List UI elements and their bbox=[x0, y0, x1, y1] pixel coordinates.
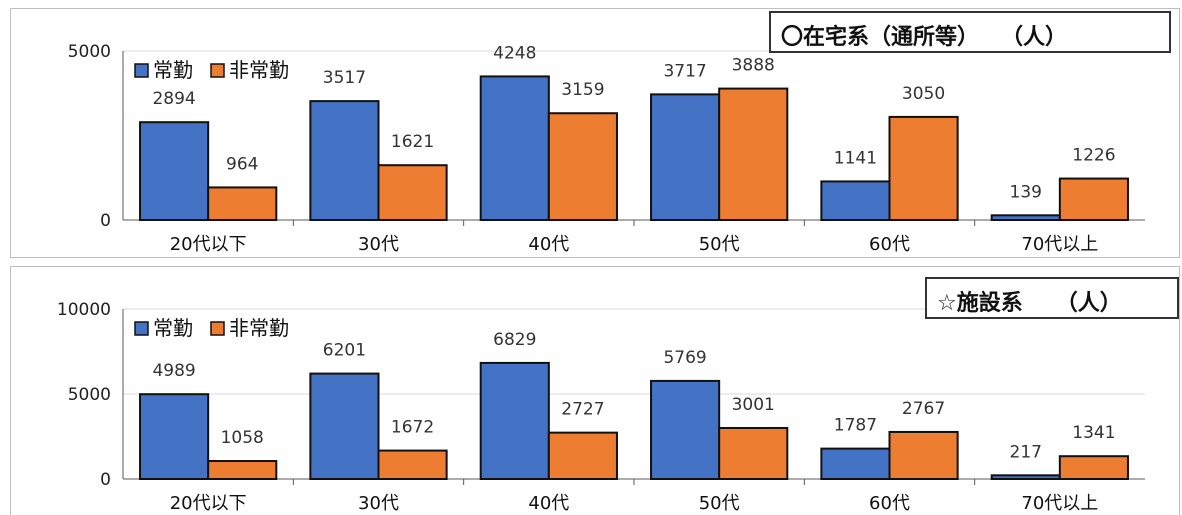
bar-nonregular bbox=[207, 186, 278, 221]
legend-label-regular: 常勤 bbox=[153, 316, 193, 340]
chart-panel-home-care: 0 5000 20代以下 2894 964 30代 3517 1621 40代 4248 3159 5… bbox=[10, 8, 1180, 258]
chart-title-facility: ☆施設系 （人） bbox=[925, 277, 1179, 319]
x-tick-label: 40代 bbox=[528, 234, 569, 255]
bar-nonregular bbox=[718, 426, 789, 480]
data-label: 1141 bbox=[834, 148, 877, 168]
data-label: 4989 bbox=[152, 361, 195, 381]
x-tick-label: 20代以下 bbox=[170, 493, 247, 514]
bar-regular bbox=[990, 214, 1061, 222]
chart-title-home-care: 〇在宅系（通所等） （人） bbox=[769, 11, 1171, 53]
data-label: 3717 bbox=[663, 61, 706, 81]
data-label: 5769 bbox=[663, 348, 706, 368]
data-label: 2894 bbox=[152, 89, 195, 109]
data-label: 217 bbox=[1010, 442, 1042, 462]
legend-label-regular: 常勤 bbox=[153, 58, 193, 82]
bar-regular bbox=[479, 75, 550, 221]
bar-nonregular bbox=[1058, 455, 1129, 481]
bar-regular bbox=[139, 121, 210, 221]
x-tick-label: 50代 bbox=[699, 493, 740, 514]
bar-regular bbox=[820, 180, 891, 222]
data-label: 3050 bbox=[902, 84, 945, 104]
bar-nonregular bbox=[718, 87, 789, 221]
chart-facility: 0 5000 10000 20代以下 4989 1058 30代 6201 1672 40代 682… bbox=[57, 300, 1145, 514]
x-tick-label: 70代以上 bbox=[1021, 493, 1098, 514]
bar-nonregular bbox=[888, 115, 959, 221]
legend-swatch-regular bbox=[134, 321, 149, 336]
x-tick-label: 70代以上 bbox=[1021, 234, 1098, 255]
x-tick-label: 50代 bbox=[699, 234, 740, 255]
bar-regular bbox=[139, 393, 210, 480]
y-tick-label: 0 bbox=[100, 470, 111, 490]
legend-label-nonregular: 非常勤 bbox=[229, 58, 289, 82]
y-tick-label: 0 bbox=[100, 211, 111, 231]
x-tick-label: 60代 bbox=[869, 234, 910, 255]
data-label: 964 bbox=[226, 154, 258, 174]
data-label: 1226 bbox=[1072, 146, 1115, 166]
bar-regular bbox=[650, 93, 721, 221]
bar-regular bbox=[820, 447, 891, 481]
data-label: 6201 bbox=[323, 341, 366, 361]
data-label: 3159 bbox=[561, 80, 604, 100]
y-tick-label: 5000 bbox=[68, 385, 111, 405]
data-label: 4248 bbox=[493, 43, 536, 63]
x-tick-label: 20代以下 bbox=[170, 234, 247, 255]
bar-regular bbox=[990, 474, 1061, 481]
chart-home-care: 0 5000 20代以下 2894 964 30代 3517 1621 40代 4248 3159 5… bbox=[68, 42, 1145, 255]
x-tick-label: 30代 bbox=[358, 234, 399, 255]
x-tick-label: 40代 bbox=[528, 493, 569, 514]
legend-swatch-regular bbox=[134, 63, 149, 78]
data-label: 3888 bbox=[732, 56, 775, 76]
bar-regular bbox=[479, 361, 550, 480]
bar-nonregular bbox=[888, 430, 959, 480]
data-label: 139 bbox=[1010, 182, 1042, 202]
data-label: 2767 bbox=[902, 399, 945, 419]
bar-regular bbox=[309, 100, 380, 221]
x-tick-label: 60代 bbox=[869, 493, 910, 514]
bar-nonregular bbox=[547, 431, 618, 481]
bar-regular bbox=[309, 372, 380, 480]
x-tick-label: 30代 bbox=[358, 493, 399, 514]
data-label: 6829 bbox=[493, 330, 536, 350]
data-label: 2727 bbox=[561, 400, 604, 420]
y-tick-label: 5000 bbox=[68, 42, 111, 62]
data-label: 3517 bbox=[323, 68, 366, 88]
data-label: 1787 bbox=[834, 416, 877, 436]
bar-nonregular bbox=[1058, 177, 1129, 222]
data-label: 3001 bbox=[732, 395, 775, 415]
data-label: 1058 bbox=[221, 428, 264, 448]
chart-panel-facility: 0 5000 10000 20代以下 4989 1058 30代 6201 1672 40代 682… bbox=[10, 266, 1180, 515]
data-label: 1672 bbox=[391, 418, 434, 438]
legend-label-nonregular: 非常勤 bbox=[229, 316, 289, 340]
bar-nonregular bbox=[377, 164, 448, 222]
legend-swatch-nonregular bbox=[210, 63, 225, 78]
bar-nonregular bbox=[547, 112, 618, 221]
bar-regular bbox=[650, 379, 721, 480]
legend-swatch-nonregular bbox=[210, 321, 225, 336]
data-label: 1341 bbox=[1072, 423, 1115, 443]
bar-nonregular bbox=[207, 460, 278, 481]
data-label: 1621 bbox=[391, 132, 434, 152]
y-tick-label: 10000 bbox=[57, 300, 111, 320]
bar-nonregular bbox=[377, 449, 448, 481]
